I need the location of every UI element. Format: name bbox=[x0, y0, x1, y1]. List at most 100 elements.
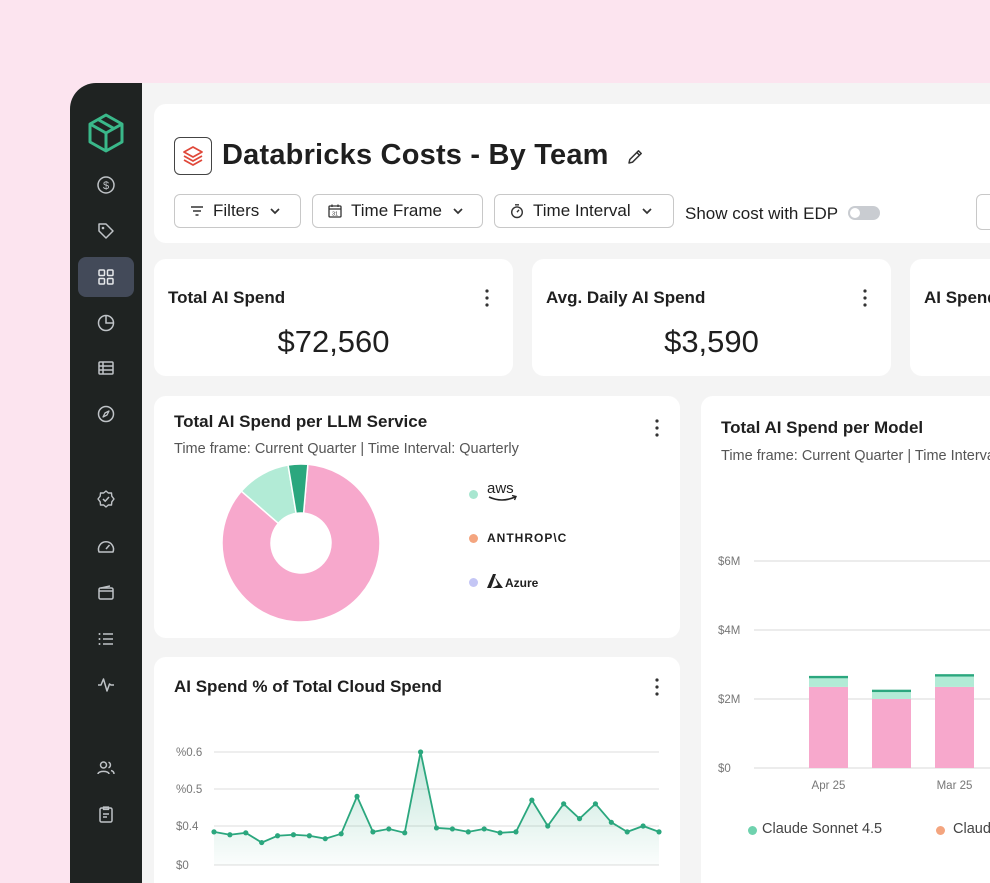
bar-segment bbox=[935, 686, 974, 768]
header-card: Databricks Costs - By Team Filters 31 Ti… bbox=[154, 104, 990, 243]
sidebar-item-lists[interactable] bbox=[78, 619, 134, 659]
line-y-tick: $0.4 bbox=[176, 821, 199, 833]
legend-sonnet-label: Claude Sonnet 4.5 bbox=[762, 821, 883, 837]
model-bar-chart: $0 $2M $4M $6M Apr 25 Mar 25 bbox=[718, 556, 990, 792]
more-vertical-icon[interactable] bbox=[484, 288, 490, 308]
time-frame-button[interactable]: 31 Time Frame bbox=[312, 194, 483, 228]
pie-slice-2 bbox=[287, 463, 309, 515]
time-interval-label: Time Interval bbox=[533, 201, 631, 220]
bar-x-tick: Mar 25 bbox=[937, 780, 973, 792]
bar-x-tick: Apr 25 bbox=[812, 780, 846, 792]
line-point bbox=[370, 829, 376, 835]
pencil-edit-icon[interactable] bbox=[625, 147, 645, 167]
sidebar-item-performance[interactable] bbox=[78, 527, 134, 567]
legend-dot-anthropic bbox=[469, 534, 478, 543]
sidebar-item-commitments[interactable] bbox=[78, 479, 134, 519]
legend-azure-label: Azure bbox=[505, 576, 539, 590]
azure-logo-icon bbox=[487, 574, 503, 588]
line-point bbox=[211, 829, 217, 835]
bar-segment bbox=[872, 692, 911, 699]
bar-segment bbox=[809, 678, 848, 687]
kpi-title: Total AI Spend bbox=[168, 288, 286, 307]
calendar-icon: 31 bbox=[328, 204, 342, 218]
panel-title: AI Spend % of Total Cloud Spend bbox=[174, 677, 442, 696]
panel-subtitle: Time frame: Current Quarter | Time Inter… bbox=[174, 441, 519, 457]
kpi-value: $72,560 bbox=[277, 324, 390, 359]
bar-y-tick: $4M bbox=[718, 625, 740, 637]
legend-anthropic-label: ANTHROP\C bbox=[487, 531, 568, 545]
stopwatch-icon bbox=[510, 204, 524, 219]
panel-title: Total AI Spend per Model bbox=[721, 418, 924, 437]
cube-logo-icon[interactable] bbox=[84, 111, 128, 155]
more-vertical-icon[interactable] bbox=[654, 677, 660, 697]
edp-toggle[interactable] bbox=[848, 206, 880, 220]
more-vertical-icon[interactable] bbox=[654, 418, 660, 438]
line-point bbox=[354, 793, 360, 799]
line-y-tick: $0 bbox=[176, 860, 189, 872]
legend-aws-text: aws bbox=[487, 480, 514, 497]
line-y-tick: %0.6 bbox=[176, 747, 202, 759]
compass-icon bbox=[97, 405, 115, 423]
kpi-card-third: AI Spend bbox=[910, 259, 990, 376]
filter-lines-icon bbox=[191, 206, 203, 216]
kpi-value: $3,590 bbox=[664, 324, 759, 359]
chevron-down-icon bbox=[270, 208, 280, 215]
bar-segment bbox=[935, 676, 974, 687]
time-interval-button[interactable]: Time Interval bbox=[494, 194, 674, 228]
more-vertical-icon[interactable] bbox=[862, 288, 868, 308]
bar-segment bbox=[872, 699, 911, 768]
filters-label: Filters bbox=[213, 201, 260, 220]
sidebar-item-anomalies[interactable] bbox=[78, 665, 134, 705]
line-point bbox=[608, 819, 614, 825]
line-point bbox=[386, 826, 392, 832]
databricks-logo-icon bbox=[174, 137, 212, 175]
line-point bbox=[481, 826, 487, 832]
edp-toggle-label: Show cost with EDP bbox=[685, 204, 839, 223]
bar-y-tick: $6M bbox=[718, 556, 740, 568]
line-point bbox=[322, 836, 328, 842]
sidebar-item-tables[interactable] bbox=[78, 348, 134, 388]
line-point bbox=[513, 829, 519, 835]
list-icon bbox=[98, 633, 113, 645]
line-point bbox=[529, 797, 535, 803]
line-point bbox=[545, 823, 551, 829]
line-point bbox=[561, 801, 567, 807]
kpi-title: Avg. Daily AI Spend bbox=[546, 288, 706, 307]
filters-button[interactable]: Filters bbox=[174, 194, 301, 228]
sidebar-item-reports[interactable] bbox=[78, 303, 134, 343]
page-title: Databricks Costs - By Team bbox=[222, 139, 609, 171]
legend-dot-sonnet bbox=[748, 826, 757, 835]
line-point bbox=[418, 749, 424, 755]
line-point bbox=[640, 823, 646, 829]
gauge-icon bbox=[97, 541, 115, 553]
svg-text:31: 31 bbox=[332, 211, 338, 217]
line-point bbox=[290, 832, 297, 838]
svg-text:$: $ bbox=[103, 180, 109, 192]
bar-segment bbox=[809, 675, 848, 679]
sidebar-item-costs[interactable]: $ bbox=[78, 165, 134, 205]
badge-check-icon bbox=[97, 490, 115, 508]
line-point bbox=[656, 829, 662, 835]
cloud-spend-line-chart: $0$0.4%0.5%0.6June 21June 26Jul 21Jul 6J… bbox=[176, 747, 662, 872]
llm-donut-chart bbox=[221, 463, 381, 623]
sidebar-item-budgets[interactable] bbox=[78, 573, 134, 613]
line-point bbox=[259, 839, 265, 846]
sidebar-item-tags[interactable] bbox=[78, 211, 134, 251]
bar-y-tick: $0 bbox=[718, 763, 731, 775]
dollar-icon: $ bbox=[97, 176, 115, 194]
clipboard-icon bbox=[99, 806, 113, 823]
sidebar-item-explore[interactable] bbox=[78, 394, 134, 434]
line-point bbox=[433, 825, 440, 831]
line-area-fill bbox=[214, 752, 659, 865]
kpi-card-total: Total AI Spend $72,560 bbox=[154, 259, 513, 376]
panel-subtitle: Time frame: Current Quarter | Time Inter… bbox=[721, 448, 990, 464]
model-spend-panel: Total AI Spend per Model Time frame: Cur… bbox=[701, 396, 990, 883]
sidebar-item-audit[interactable] bbox=[78, 794, 134, 834]
wallet-icon bbox=[98, 585, 114, 600]
dashboard-grid-icon bbox=[98, 269, 114, 285]
sidebar-item-users[interactable] bbox=[78, 748, 134, 788]
legend-dot-claude bbox=[936, 826, 945, 835]
sidebar-item-dashboards[interactable] bbox=[78, 257, 134, 297]
refresh-button[interactable] bbox=[976, 194, 990, 230]
aws-logo-icon: aws bbox=[487, 480, 517, 501]
